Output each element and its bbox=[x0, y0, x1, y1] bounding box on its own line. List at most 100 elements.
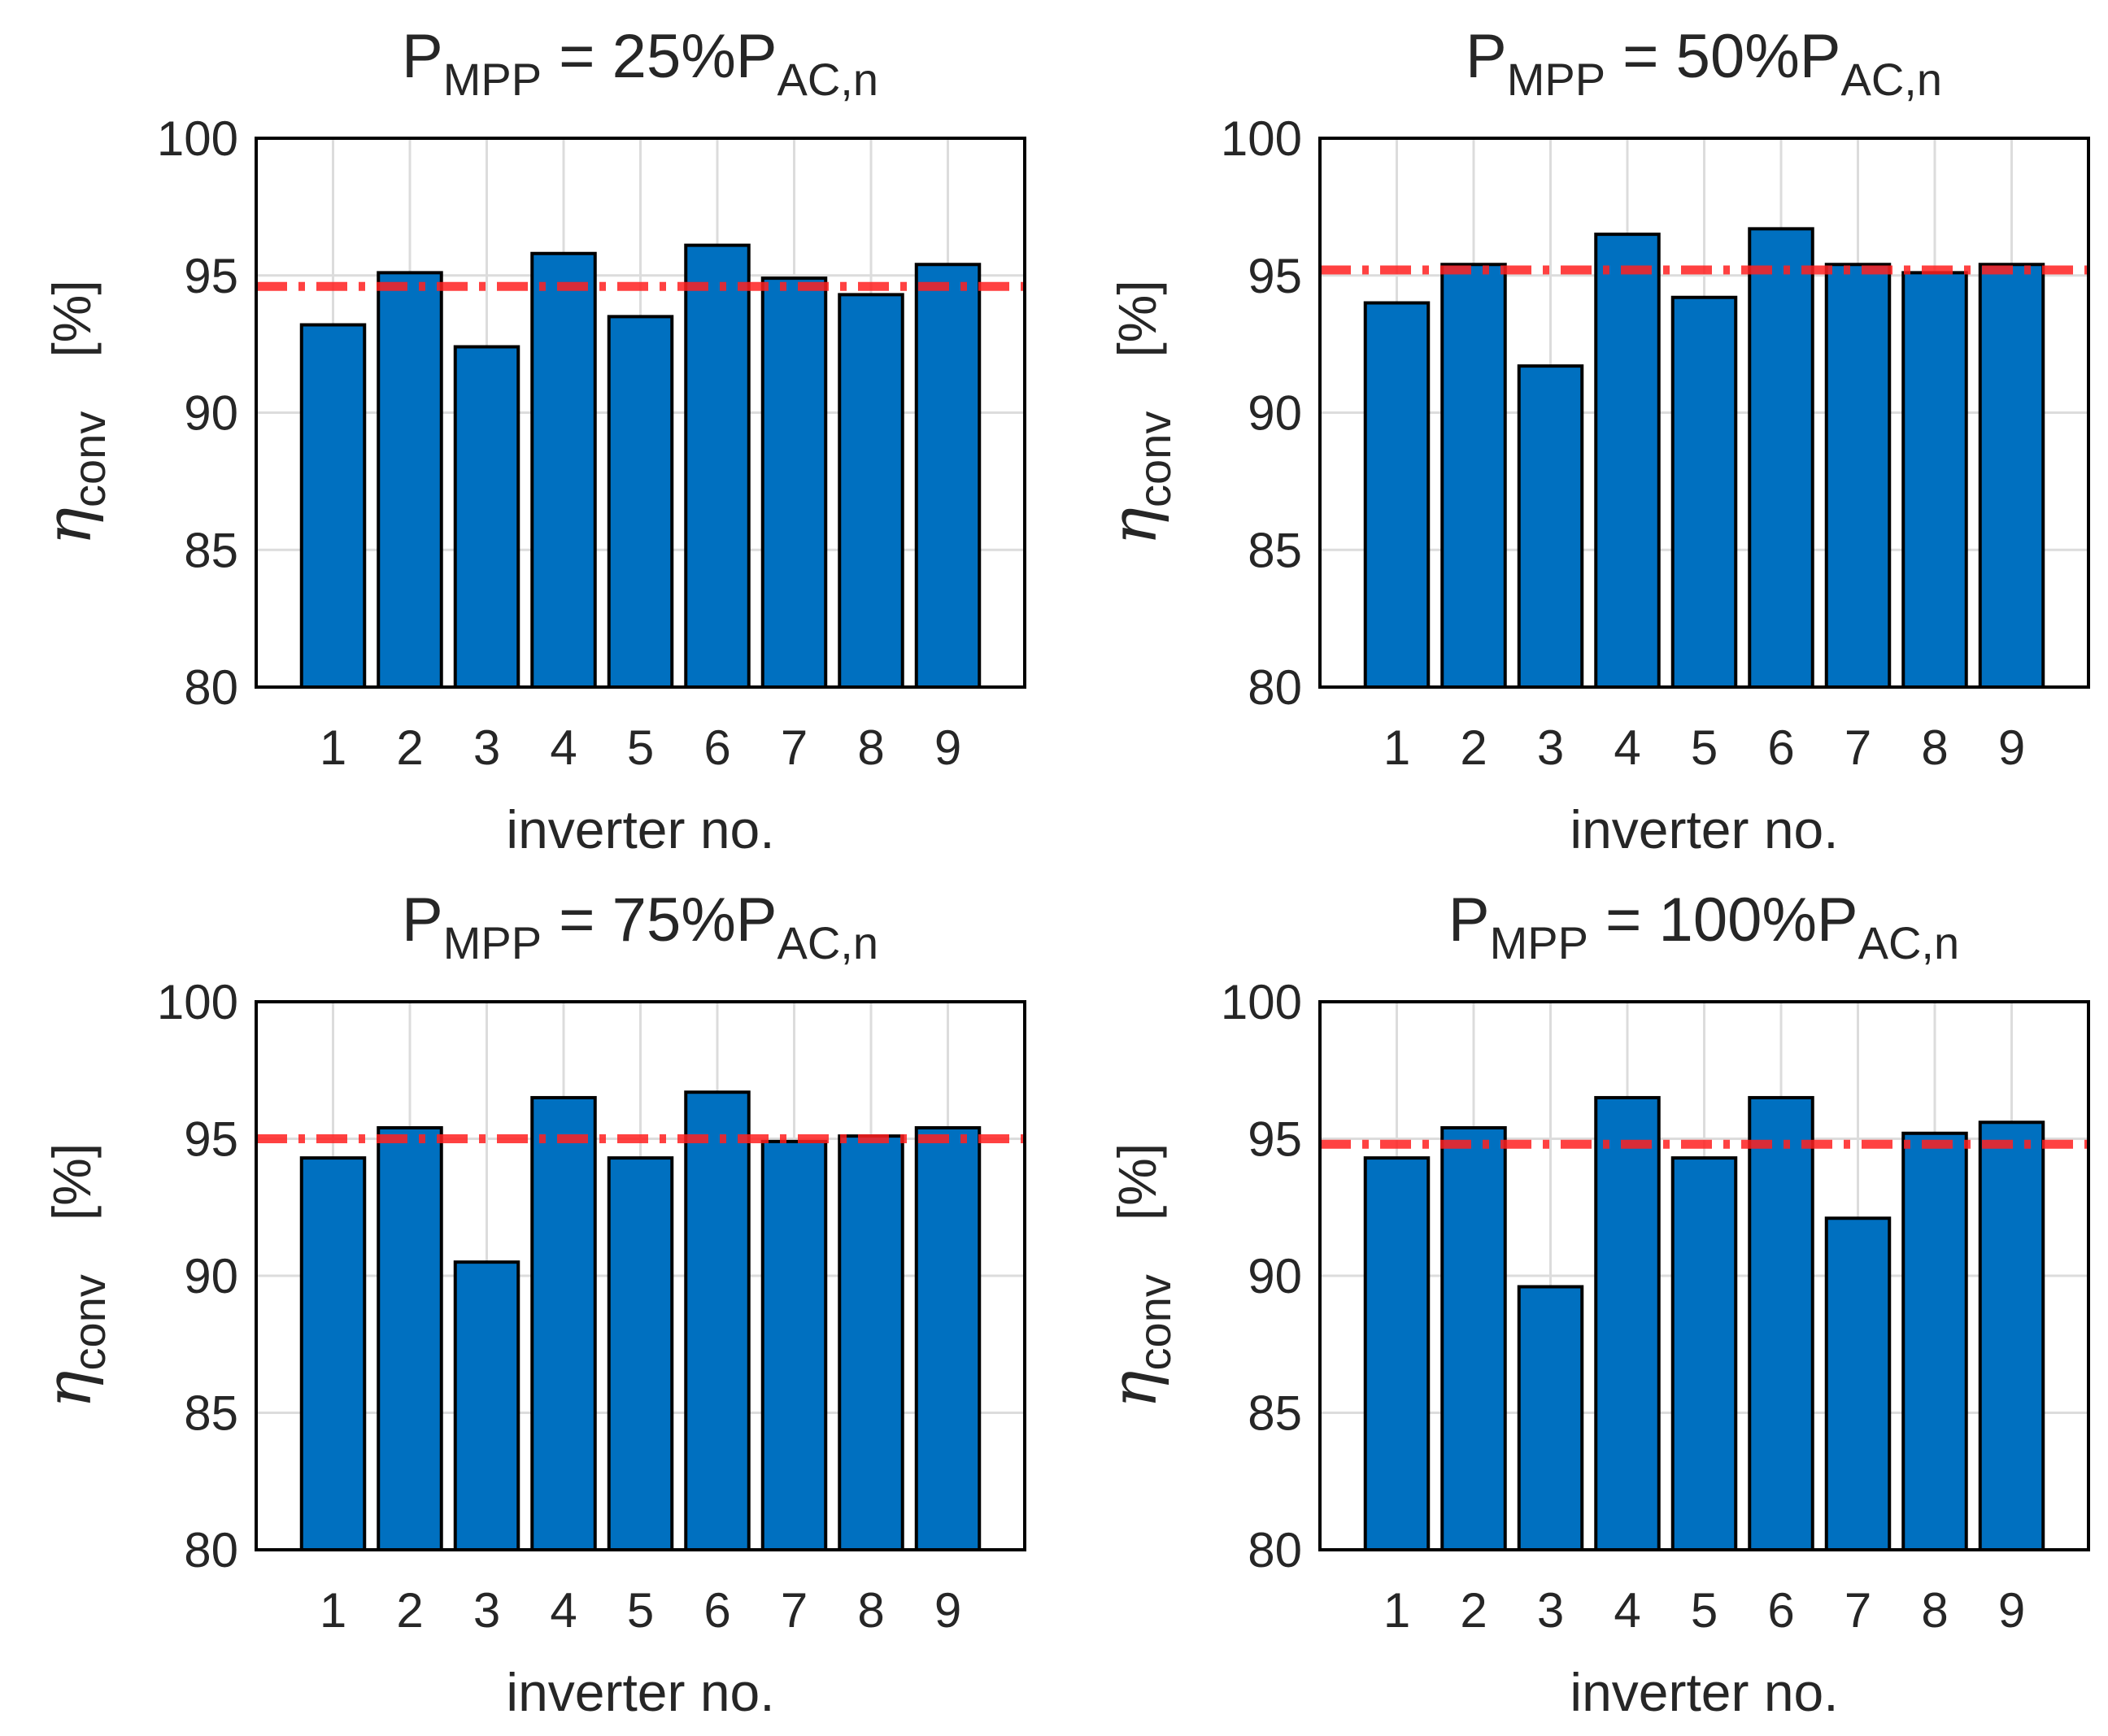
y-tick-label: 90 bbox=[1248, 386, 1302, 441]
x-tick-label: 7 bbox=[781, 1583, 808, 1638]
x-tick-label: 4 bbox=[550, 720, 577, 775]
y-tick-label: 100 bbox=[157, 975, 238, 1029]
y-tick-label: 95 bbox=[1248, 1112, 1302, 1167]
x-tick-label: 9 bbox=[1998, 720, 2025, 775]
x-tick-label: 1 bbox=[1383, 1583, 1410, 1638]
x-tick-label: 2 bbox=[396, 1583, 423, 1638]
x-axis-label: inverter no. bbox=[1570, 799, 1838, 859]
chart-title: PMPP = 100%PAC,n bbox=[1448, 885, 1959, 968]
y-tick-label: 80 bbox=[184, 1523, 238, 1577]
y-tick-label: 100 bbox=[1221, 111, 1302, 166]
x-tick-label: 5 bbox=[1691, 720, 1718, 775]
chart-title: PMPP = 50%PAC,n bbox=[1466, 22, 1942, 105]
bar-inverter-9 bbox=[914, 263, 982, 689]
y-tick-label: 90 bbox=[1248, 1249, 1302, 1303]
y-axis-label: ηconv [%] bbox=[1098, 280, 1180, 545]
bar-inverter-2 bbox=[377, 271, 443, 689]
bar-inverter-2 bbox=[377, 1126, 443, 1551]
x-tick-label: 9 bbox=[1998, 1583, 2025, 1638]
y-tick-label: 80 bbox=[184, 660, 238, 715]
bar-inverter-4 bbox=[1594, 233, 1661, 689]
y-tick-label: 85 bbox=[184, 1386, 238, 1441]
y-tick-label: 95 bbox=[184, 249, 238, 303]
bar-inverter-7 bbox=[1824, 263, 1892, 689]
x-tick-label: 4 bbox=[1614, 720, 1640, 775]
bar-inverter-4 bbox=[1594, 1095, 1661, 1551]
bar-inverter-6 bbox=[1748, 227, 1814, 689]
y-tick-label: 90 bbox=[184, 386, 238, 441]
bar-inverter-3 bbox=[453, 345, 520, 689]
x-tick-label: 7 bbox=[1844, 720, 1871, 775]
bar-inverter-5 bbox=[607, 1156, 674, 1551]
x-tick-label: 6 bbox=[1767, 1583, 1794, 1638]
x-axis-label: inverter no. bbox=[1570, 1662, 1838, 1722]
x-tick-label: 8 bbox=[857, 1583, 884, 1638]
bar-inverter-1 bbox=[1363, 301, 1431, 689]
x-tick-label: 2 bbox=[1460, 720, 1487, 775]
x-tick-label: 5 bbox=[627, 720, 654, 775]
y-tick-label: 100 bbox=[157, 111, 238, 166]
bar-inverter-1 bbox=[299, 1156, 367, 1551]
chart-panel-4: 80 85 90 95 100 1 2 3 4 5 6 7 8 9 inverter no. PMPP = 1… bbox=[1098, 885, 2090, 1722]
x-tick-label: 3 bbox=[473, 1583, 500, 1638]
y-tick-label: 95 bbox=[1248, 249, 1302, 303]
x-tick-label: 9 bbox=[934, 720, 961, 775]
bar-inverter-4 bbox=[530, 1095, 597, 1551]
bar-inverter-7 bbox=[1824, 1216, 1892, 1551]
bar-inverter-5 bbox=[1670, 1156, 1738, 1551]
bar-inverter-9 bbox=[1978, 263, 2045, 689]
y-axis-label: ηconv [%] bbox=[33, 1143, 115, 1408]
y-tick-label: 100 bbox=[1221, 975, 1302, 1029]
y-tick-label: 85 bbox=[1248, 1386, 1302, 1441]
x-tick-label: 1 bbox=[1383, 720, 1410, 775]
y-tick-label: 90 bbox=[184, 1249, 238, 1303]
plot-axes-box bbox=[255, 1000, 1026, 1551]
x-axis-label: inverter no. bbox=[506, 1662, 774, 1722]
x-tick-label: 1 bbox=[320, 1583, 346, 1638]
bar-inverter-2 bbox=[1440, 263, 1507, 689]
plot-axes-box bbox=[255, 137, 1026, 689]
x-tick-label: 2 bbox=[396, 720, 423, 775]
x-axis-label: inverter no. bbox=[506, 799, 774, 859]
x-tick-label: 9 bbox=[934, 1583, 961, 1638]
x-tick-label: 3 bbox=[1537, 1583, 1564, 1638]
bar-inverter-8 bbox=[1901, 1131, 1968, 1551]
y-axis-label: ηconv [%] bbox=[33, 280, 115, 545]
bar-inverter-8 bbox=[1901, 271, 1968, 689]
bar-inverter-7 bbox=[760, 276, 828, 689]
x-tick-label: 3 bbox=[473, 720, 500, 775]
y-tick-label: 85 bbox=[184, 523, 238, 577]
x-tick-label: 7 bbox=[1844, 1583, 1871, 1638]
bar-inverter-9 bbox=[1978, 1120, 2045, 1551]
x-tick-label: 5 bbox=[627, 1583, 654, 1638]
bar-inverter-3 bbox=[1517, 364, 1584, 689]
bar-inverter-6 bbox=[1748, 1095, 1814, 1551]
x-tick-label: 5 bbox=[1691, 1583, 1718, 1638]
y-axis-label: ηconv [%] bbox=[1098, 1143, 1180, 1408]
bar-inverter-8 bbox=[838, 1134, 904, 1551]
plot-axes-box bbox=[1318, 1000, 2090, 1551]
x-tick-label: 6 bbox=[1767, 720, 1794, 775]
x-tick-label: 1 bbox=[320, 720, 346, 775]
x-tick-label: 7 bbox=[781, 720, 808, 775]
chart-title: PMPP = 25%PAC,n bbox=[402, 22, 878, 105]
bar-inverter-6 bbox=[684, 243, 751, 689]
x-tick-label: 6 bbox=[703, 1583, 730, 1638]
y-tick-label: 85 bbox=[1248, 523, 1302, 577]
plot-axes-box bbox=[1318, 137, 2090, 689]
bar-inverter-5 bbox=[607, 315, 674, 689]
bar-inverter-9 bbox=[914, 1126, 982, 1551]
y-tick-label: 80 bbox=[1248, 660, 1302, 715]
bar-inverter-7 bbox=[760, 1139, 828, 1551]
y-tick-label: 95 bbox=[184, 1112, 238, 1167]
x-tick-label: 8 bbox=[1921, 720, 1948, 775]
y-tick-label: 80 bbox=[1248, 1523, 1302, 1577]
x-tick-label: 2 bbox=[1460, 1583, 1487, 1638]
chart-panel-3: 80 85 90 95 100 1 2 3 4 5 6 7 8 9 inverter no. PMPP = 7… bbox=[33, 885, 1026, 1722]
chart-title: PMPP = 75%PAC,n bbox=[402, 885, 878, 968]
x-tick-label: 6 bbox=[703, 720, 730, 775]
bar-inverter-1 bbox=[1363, 1156, 1431, 1551]
x-tick-label: 8 bbox=[1921, 1583, 1948, 1638]
bar-inverter-3 bbox=[1517, 1285, 1584, 1551]
